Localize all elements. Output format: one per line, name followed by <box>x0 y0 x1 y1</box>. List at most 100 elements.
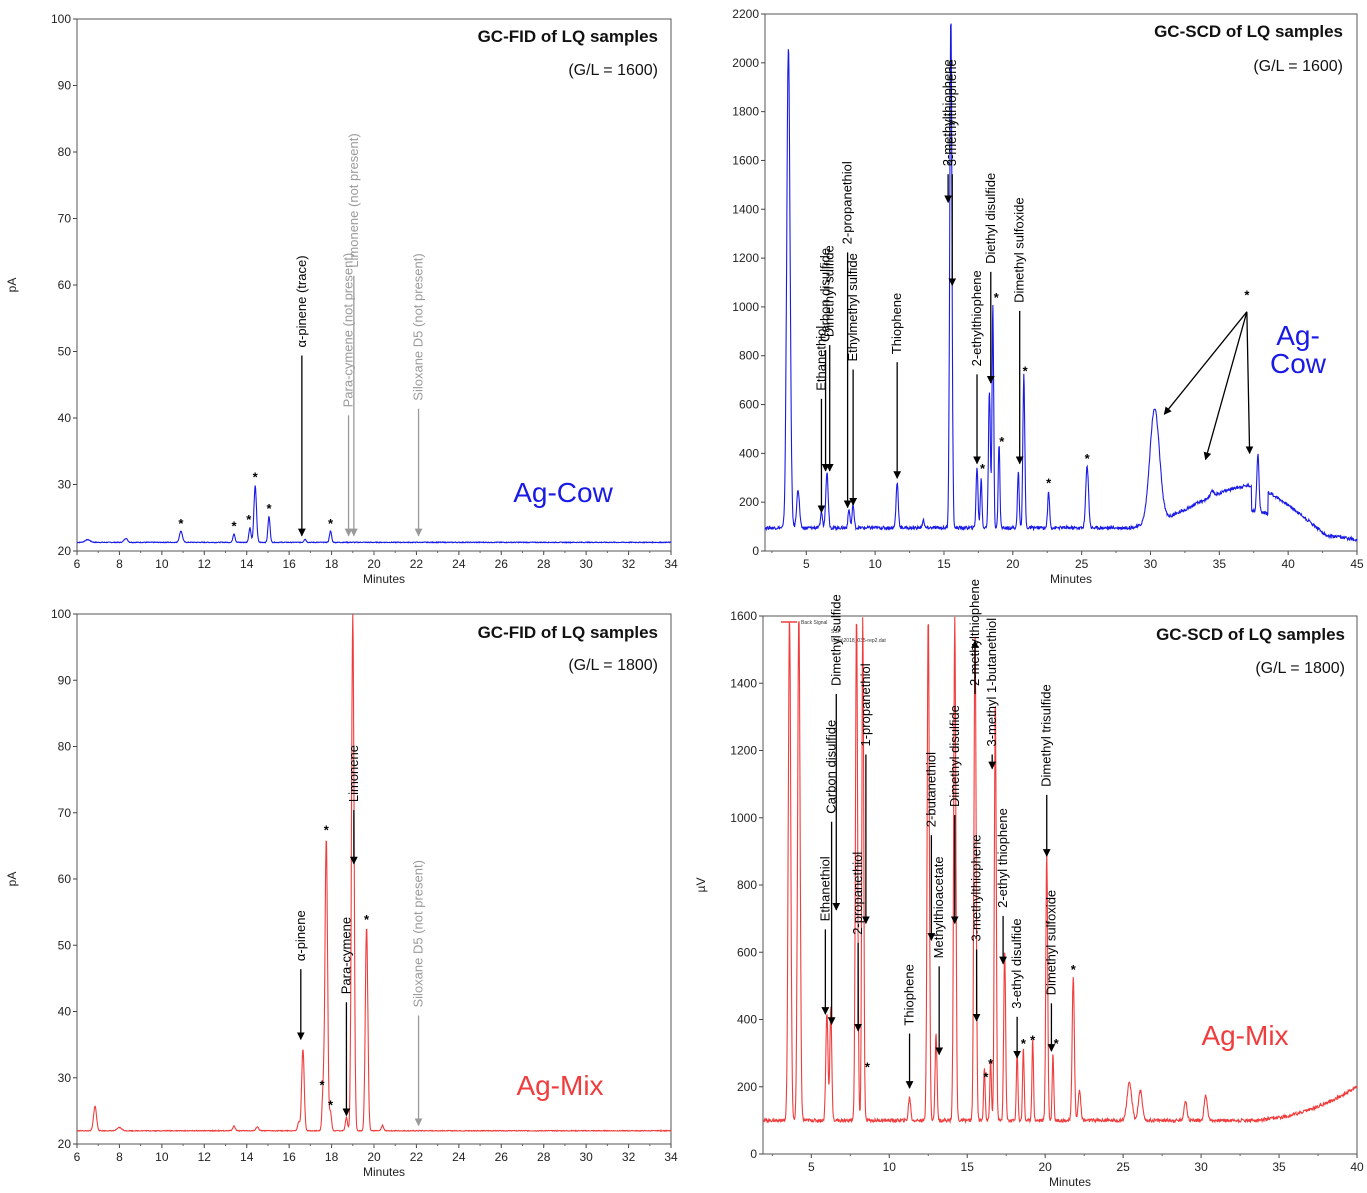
y-axis-label: pA <box>5 278 19 293</box>
y-tick-label: 200 <box>737 1080 757 1094</box>
chart-subtitle: (G/L = 1600) <box>568 62 658 79</box>
chart-title: GC-FID of LQ samples <box>478 27 658 46</box>
annotation-label: 2-methylthiophene <box>940 59 955 166</box>
chart-panel: 20 30 40 50 60 70 80 90 100 6 8 10 12 14 16 18 20 22 24 26 2… <box>5 607 678 1179</box>
x-tick-label: 32 <box>622 557 636 571</box>
x-axis-label: Minutes <box>363 1165 405 1179</box>
legend-entry: Back Signal <box>801 620 827 626</box>
sample-label: Ag-Mix <box>1201 1020 1288 1051</box>
peak-star: * <box>983 1070 989 1085</box>
y-tick-label: 90 <box>58 79 72 93</box>
x-tick-label: 34 <box>664 1150 678 1164</box>
peak-star: * <box>328 516 334 531</box>
y-tick-label: 1000 <box>730 811 757 825</box>
y-tick-label: 100 <box>51 607 71 621</box>
peak-star: * <box>266 501 272 516</box>
peak-star: * <box>865 1060 871 1075</box>
y-tick-label: 600 <box>739 398 759 412</box>
annotation-label: Para-cymene (not present) <box>341 253 356 408</box>
chart-panel: 0 200 400 600 800 1000 1200 1400 1600 1800 2000 220… <box>732 7 1364 586</box>
chart-subtitle: (G/L = 1800) <box>568 657 658 674</box>
x-tick-label: 18 <box>325 557 339 571</box>
peak-star: * <box>231 519 237 534</box>
peak-star: * <box>1030 1033 1036 1048</box>
chart-title: GC-SCD of LQ samples <box>1154 22 1343 41</box>
y-tick-label: 1600 <box>732 153 759 167</box>
y-tick-label: 100 <box>51 12 71 26</box>
x-tick-label: 18 <box>325 1150 339 1164</box>
annotation-label: α-pinene (trace) <box>294 255 309 347</box>
annotation-label: 2-propanethiol <box>850 852 865 935</box>
sample-label: Ag-Mix <box>516 1070 603 1101</box>
chart-panel: 20 30 40 50 60 70 80 90 100 6 8 10 12 14 16 18 20 22 24 26 2… <box>5 12 678 586</box>
x-tick-label: 20 <box>1006 557 1020 571</box>
x-tick-label: 16 <box>282 1150 296 1164</box>
annotation-label: 3-methyl 1-butanethiol <box>984 618 999 747</box>
y-tick-label: 50 <box>58 345 72 359</box>
annotation-label: Carbon disulfide <box>824 720 839 814</box>
sample-label: Ag-Cow <box>1270 320 1327 379</box>
annotation-label: 2-ethyl thiophene <box>995 808 1010 908</box>
x-tick-label: 28 <box>537 557 551 571</box>
y-tick-label: 70 <box>58 806 72 820</box>
annotation-label: Diethyl disulfide <box>983 173 998 264</box>
sample-label-line: Ag-Cow <box>513 477 613 508</box>
y-tick-label: 1400 <box>730 676 757 690</box>
chart-panel: 0 200 400 600 800 1000 1200 1400 1600 5 10 15 20 25 30… <box>694 579 1364 1189</box>
annotation-label: 3-methylthiophene <box>944 59 959 166</box>
x-tick-label: 14 <box>240 1150 254 1164</box>
x-axis-label: Minutes <box>1049 1175 1091 1188</box>
peak-star: * <box>999 434 1005 449</box>
plot-area <box>76 18 672 552</box>
x-tick-label: 26 <box>495 1150 509 1164</box>
y-tick-label: 70 <box>58 212 72 226</box>
peak-star: * <box>1071 962 1077 977</box>
peak-star: * <box>1023 363 1029 378</box>
peak-star: * <box>994 290 1000 305</box>
peak-star: * <box>319 1077 325 1092</box>
peak-star: * <box>178 516 184 531</box>
y-tick-label: 1600 <box>730 609 757 623</box>
sample-label-line: Ag-Mix <box>516 1070 603 1101</box>
y-tick-label: 1000 <box>732 300 759 314</box>
x-tick-label: 8 <box>116 557 123 571</box>
y-tick-label: 1800 <box>732 105 759 119</box>
annotation-arrow <box>1245 311 1254 455</box>
chart-subtitle: (G/L = 1600) <box>1253 58 1343 75</box>
x-tick-label: 25 <box>1075 557 1089 571</box>
x-tick-label: 40 <box>1281 557 1295 571</box>
signal-trace <box>76 614 672 1133</box>
annotation-label: Ethanethiol <box>813 326 828 391</box>
y-tick-label: 60 <box>58 278 72 292</box>
peak-star: * <box>246 512 252 527</box>
x-tick-label: 24 <box>452 557 466 571</box>
x-tick-label: 12 <box>198 1150 212 1164</box>
legend-entry: SSF <box>831 629 841 635</box>
x-tick-label: 24 <box>452 1150 466 1164</box>
peak-star: * <box>328 1097 334 1112</box>
x-tick-label: 10 <box>155 557 169 571</box>
peak-star: * <box>364 912 370 927</box>
x-tick-label: 15 <box>937 557 951 571</box>
x-tick-label: 6 <box>74 557 81 571</box>
peak-star: * <box>324 822 330 837</box>
y-tick-label: 60 <box>58 872 72 886</box>
annotation-label: Siloxane D5 (not present) <box>411 253 426 400</box>
chart-title: GC-SCD of LQ samples <box>1156 625 1345 644</box>
chart-title: GC-FID of LQ samples <box>478 623 658 642</box>
x-tick-label: 8 <box>116 1150 123 1164</box>
y-tick-label: 80 <box>58 145 72 159</box>
y-tick-label: 2200 <box>732 7 759 21</box>
x-tick-label: 5 <box>808 1160 815 1174</box>
annotation-label: 1-propanethiol <box>858 663 873 746</box>
annotation-label: Thiophene <box>902 964 917 1025</box>
annotation-label: Para-cymene <box>338 917 353 994</box>
x-axis-label: Minutes <box>1050 572 1092 586</box>
annotation-arrow <box>1163 311 1248 415</box>
annotation-label: Limonene <box>346 745 361 802</box>
sample-label: Ag-Cow <box>513 477 613 508</box>
x-tick-label: 25 <box>1116 1160 1130 1174</box>
y-tick-label: 0 <box>750 1147 757 1161</box>
annotation-label: Dimethyl sulfide <box>822 245 837 337</box>
